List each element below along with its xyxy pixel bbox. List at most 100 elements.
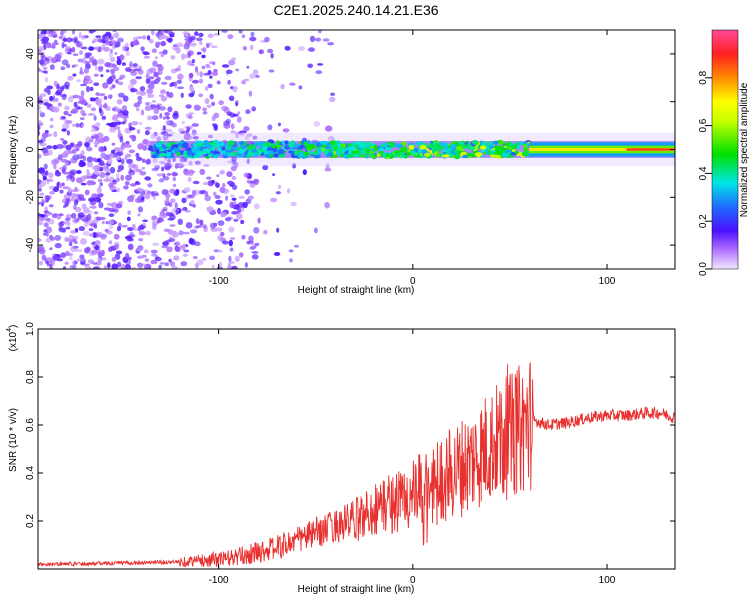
signal-blob [276,140,280,145]
spectrogram-speckle [228,239,233,247]
spectrogram-speckle [41,99,49,103]
spectrogram-speckle [116,172,120,179]
spectrogram-speckle [83,67,90,74]
spectrogram-speckle [227,262,232,269]
spectrogram-speckle [116,150,124,157]
signal-blob [194,152,200,157]
spectrogram-speckle [165,211,171,217]
signal-blob [317,151,321,155]
spectrogram-speckle [63,150,70,156]
spectrogram-speckle [228,226,235,233]
spectrogram-speckle [39,192,45,196]
spectrogram-speckle [211,264,215,269]
spectrogram-speckle [94,144,98,148]
spectrogram-speckle [149,39,154,44]
signal-blob [413,147,419,153]
spectrogram-speckle [111,209,119,212]
spectrogram-speckle [50,259,56,266]
spectrogram-speckle [162,241,169,246]
spectrogram-speckle [86,103,92,108]
spectrogram-speckle [214,195,221,199]
spectrogram-speckle [53,131,58,138]
spectrogram-speckle [172,156,176,163]
signal-blob [214,151,220,154]
spectrogram-speckle [83,207,90,214]
spectrogram-speckle [54,234,62,241]
spectrogram-speckle [147,115,153,121]
spectrogram-speckle [55,89,63,96]
spectrogram-speckle [191,63,195,67]
spectrogram-speckle [267,48,274,54]
spectrogram-speckle [307,63,314,69]
spectrogram-speckle [127,243,134,251]
spectrogram-speckle [62,221,70,225]
spectrogram-speckle [107,262,111,269]
signal-blob [365,149,370,155]
spectrogram-speckle [89,205,97,209]
spectrogram-speckle [317,63,324,66]
spectrogram-speckle [119,74,126,79]
spectrogram-speckle [71,108,79,114]
spectrogram-speckle [108,224,113,230]
spectrogram-speckle [88,249,96,256]
spectrogram-speckle [242,201,248,209]
spectrogram-speckle [49,247,53,251]
signal-blob [514,150,520,154]
signal-blob [455,145,464,151]
spectrogram-speckle [122,105,127,112]
spectrogram-speckle [322,38,330,42]
colorbar-tick-label: 0.6 [698,118,709,132]
spectrogram-speckle [177,73,184,80]
spectrogram-speckle [188,36,193,44]
spectrogram-speckle [130,87,135,93]
spectrogram-speckle [230,130,236,134]
spectrogram-speckle [77,58,84,63]
spectrogram-speckle [93,224,98,229]
spectrogram-speckle [177,128,185,133]
spectrogram-speckle [213,222,218,227]
spectrogram-speckle [225,195,229,201]
spectrogram-speckle [202,224,208,229]
signal-blob [330,140,334,145]
signal-blob [379,147,384,151]
spectrogram-speckle [108,79,112,85]
spectrogram-speckle [153,71,159,78]
spectrogram-speckle [168,258,172,263]
spectrogram-speckle [69,255,73,261]
spectrogram-speckle [48,185,55,190]
spectrogram-speckle [152,242,160,246]
spectrogram-speckle [103,265,108,269]
spectrogram-speckle [186,126,191,132]
spectrogram-speckle [76,258,81,262]
spectrogram-speckle [211,123,218,126]
spectrogram-y-tick-label: -40 [25,237,36,252]
signal-blob [305,145,312,149]
signal-blob [196,142,204,147]
spectrogram-speckle [76,79,81,83]
spectrogram-speckle [270,53,274,59]
spectrogram-speckle [239,130,247,134]
signal-blob [523,143,527,149]
signal-blob [337,146,341,151]
spectrogram-speckle [185,222,193,229]
signal-blob [337,150,343,155]
spectrogram-speckle [44,129,49,134]
spectrogram-speckle [244,135,250,141]
spectrogram-speckle [79,258,86,265]
signal-blob [408,142,414,146]
signal-blob [238,149,246,154]
spectrogram-speckle [176,42,184,48]
spectrogram-speckle [227,160,232,164]
spectrogram-speckle [39,142,47,147]
spectrogram-speckle [204,98,210,105]
spectrogram-speckle [198,93,203,98]
spectrogram-speckle [38,153,42,159]
spectrogram-speckle [154,56,158,60]
spectrogram-speckle [194,31,199,36]
spectrogram-speckle [61,59,69,66]
signal-blob [294,150,298,156]
signal-blob [171,143,179,149]
spectrogram-speckle [38,139,44,144]
spectrogram-speckle [213,69,218,73]
spectrogram-speckle [176,79,182,84]
